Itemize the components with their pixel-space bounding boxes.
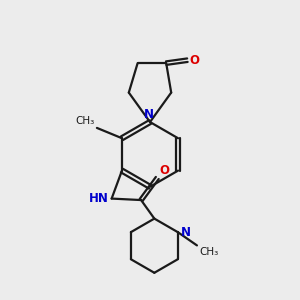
Text: O: O — [190, 54, 200, 67]
Text: N: N — [143, 108, 154, 121]
Text: CH₃: CH₃ — [199, 247, 218, 257]
Text: HN: HN — [89, 192, 109, 205]
Text: CH₃: CH₃ — [75, 116, 94, 126]
Text: N: N — [181, 226, 191, 239]
Text: O: O — [159, 164, 169, 176]
